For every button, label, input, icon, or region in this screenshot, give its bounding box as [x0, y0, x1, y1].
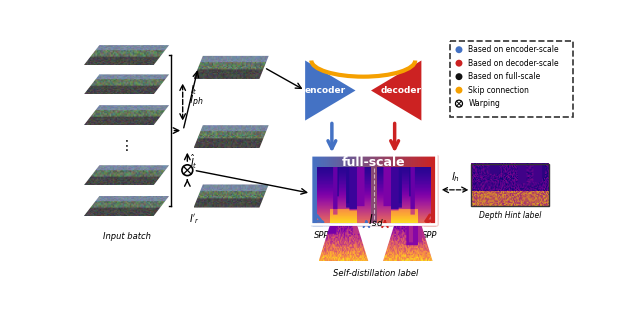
Polygon shape	[193, 56, 269, 79]
Bar	[378, 155, 381, 225]
Bar	[403, 155, 406, 225]
Bar	[374, 155, 376, 225]
Bar	[387, 155, 389, 225]
Bar	[323, 155, 326, 225]
Bar	[382, 155, 385, 225]
Text: Based on decoder-scale: Based on decoder-scale	[468, 59, 559, 68]
Bar	[390, 155, 393, 225]
Bar	[412, 155, 414, 225]
Text: Warping: Warping	[468, 99, 500, 108]
Bar	[397, 155, 399, 225]
Text: Based on full-scale: Based on full-scale	[468, 72, 541, 81]
Text: Based on encoder-scale: Based on encoder-scale	[468, 45, 559, 54]
Bar	[420, 155, 422, 225]
Text: Input batch: Input batch	[102, 232, 150, 241]
Polygon shape	[193, 125, 269, 148]
Bar	[365, 155, 368, 225]
Text: $\hat{I}_t$: $\hat{I}_t$	[190, 153, 198, 171]
Polygon shape	[84, 196, 169, 216]
Bar	[357, 155, 360, 225]
Text: SPP: SPP	[314, 231, 330, 240]
Bar	[426, 155, 429, 225]
Bar	[384, 155, 387, 225]
Text: $\boldsymbol{l_h}$: $\boldsymbol{l_h}$	[451, 171, 460, 184]
Polygon shape	[371, 60, 421, 121]
Bar	[321, 155, 324, 225]
Bar	[388, 155, 391, 225]
Bar	[369, 155, 372, 225]
Text: ⋮: ⋮	[120, 139, 133, 153]
Bar	[351, 155, 353, 225]
Bar	[392, 155, 396, 225]
Bar	[432, 155, 435, 225]
Polygon shape	[319, 219, 368, 261]
Circle shape	[456, 87, 463, 93]
Bar	[407, 155, 410, 225]
Bar	[338, 155, 341, 225]
Bar	[372, 155, 374, 225]
Text: decoder: decoder	[380, 86, 421, 95]
Bar	[334, 155, 337, 225]
Polygon shape	[84, 165, 169, 185]
Bar	[367, 155, 370, 225]
Bar	[315, 155, 318, 225]
Bar	[355, 155, 358, 225]
Bar	[340, 155, 343, 225]
Circle shape	[456, 46, 463, 53]
Text: $\boldsymbol{l_{ph}}$: $\boldsymbol{l_{ph}}$	[189, 94, 204, 110]
Bar	[326, 155, 328, 225]
Bar	[328, 155, 330, 225]
Bar	[342, 155, 345, 225]
Bar	[361, 155, 364, 225]
Bar	[410, 155, 412, 225]
Bar	[424, 155, 427, 225]
Bar	[422, 155, 424, 225]
Bar	[346, 155, 349, 225]
Bar	[313, 155, 316, 225]
Bar	[317, 155, 320, 225]
Text: encoder: encoder	[305, 86, 346, 95]
Circle shape	[456, 73, 463, 80]
Bar	[418, 155, 420, 225]
Polygon shape	[84, 105, 169, 125]
Polygon shape	[84, 74, 169, 94]
Bar	[364, 155, 366, 225]
Bar	[330, 155, 333, 225]
Bar	[353, 155, 355, 225]
Circle shape	[456, 60, 463, 67]
Polygon shape	[305, 60, 355, 121]
Polygon shape	[84, 45, 169, 65]
Bar	[359, 155, 362, 225]
Bar	[415, 155, 419, 225]
Bar	[319, 155, 322, 225]
Bar	[311, 155, 314, 225]
Text: full-scale: full-scale	[342, 156, 406, 169]
Bar	[472, 164, 549, 206]
Bar	[336, 155, 339, 225]
Text: Self-distillation label: Self-distillation label	[333, 269, 419, 278]
Bar	[332, 155, 335, 225]
Bar	[344, 155, 347, 225]
Polygon shape	[193, 184, 269, 208]
Bar	[376, 155, 378, 225]
Bar	[380, 155, 383, 225]
Bar	[430, 155, 433, 225]
Bar	[399, 155, 401, 225]
Text: $\boldsymbol{l_{sd}}$: $\boldsymbol{l_{sd}}$	[368, 213, 383, 229]
Text: Depth Hint label: Depth Hint label	[479, 211, 541, 220]
Bar	[405, 155, 408, 225]
FancyBboxPatch shape	[451, 41, 573, 117]
Bar	[435, 155, 437, 225]
Text: $I_t$: $I_t$	[191, 84, 198, 97]
Text: $I'_r$: $I'_r$	[189, 212, 200, 226]
Bar	[395, 155, 397, 225]
Polygon shape	[383, 219, 433, 261]
Text: Skip connection: Skip connection	[468, 86, 529, 95]
Text: SPP: SPP	[422, 231, 437, 240]
Bar	[349, 155, 351, 225]
Bar	[428, 155, 431, 225]
Bar	[401, 155, 404, 225]
Bar	[413, 155, 416, 225]
